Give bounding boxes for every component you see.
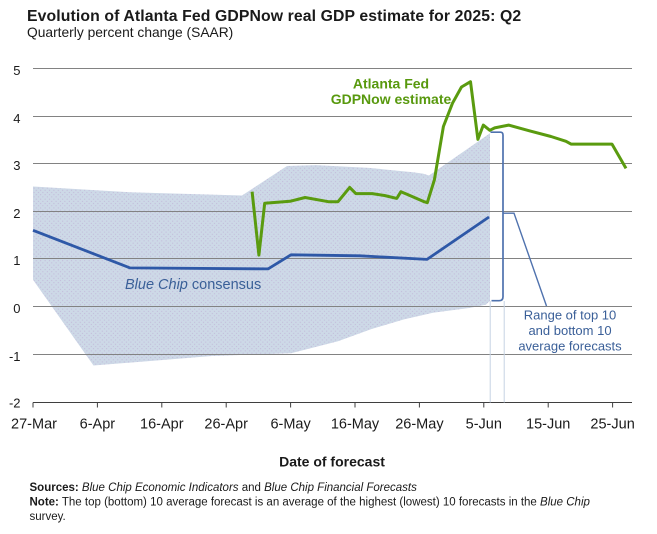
- svg-text:survey.: survey.: [30, 511, 66, 523]
- svg-text:0: 0: [13, 301, 20, 316]
- svg-text:6-May: 6-May: [270, 417, 311, 433]
- svg-text:1: 1: [13, 253, 20, 268]
- svg-text:2: 2: [13, 206, 20, 221]
- svg-text:-2: -2: [9, 396, 21, 411]
- svg-text:and bottom 10: and bottom 10: [528, 323, 611, 338]
- svg-text:4: 4: [13, 111, 20, 126]
- svg-text:27-Mar: 27-Mar: [11, 417, 57, 433]
- svg-text:26-May: 26-May: [395, 417, 444, 433]
- svg-text:6-Apr: 6-Apr: [80, 417, 116, 433]
- svg-text:Sources: Blue Chip Economic In: Sources: Blue Chip Economic Indicators a…: [30, 482, 418, 494]
- svg-text:Evolution of Atlanta Fed GDPNo: Evolution of Atlanta Fed GDPNow real GDP…: [27, 8, 521, 25]
- svg-text:25-Jun: 25-Jun: [590, 417, 634, 433]
- svg-text:5: 5: [13, 63, 20, 78]
- svg-text:Range of top 10: Range of top 10: [524, 308, 617, 323]
- svg-text:26-Apr: 26-Apr: [204, 417, 248, 433]
- svg-text:16-May: 16-May: [331, 417, 380, 433]
- svg-text:15-Jun: 15-Jun: [526, 417, 570, 433]
- svg-text:Quarterly percent change (SAAR: Quarterly percent change (SAAR): [27, 25, 233, 40]
- svg-text:5-Jun: 5-Jun: [466, 417, 502, 433]
- svg-text:Atlanta Fed: Atlanta Fed: [353, 76, 429, 92]
- svg-text:Blue Chip consensus: Blue Chip consensus: [125, 277, 261, 293]
- svg-text:3: 3: [13, 158, 20, 173]
- svg-text:16-Apr: 16-Apr: [140, 417, 184, 433]
- svg-text:Date of forecast: Date of forecast: [279, 454, 385, 470]
- svg-text:average forecasts: average forecasts: [518, 339, 622, 354]
- svg-text:Note: The top (bottom) 10 aver: Note: The top (bottom) 10 average foreca…: [30, 497, 591, 509]
- svg-text:-1: -1: [9, 349, 21, 364]
- svg-text:GDPNow estimate: GDPNow estimate: [331, 91, 452, 107]
